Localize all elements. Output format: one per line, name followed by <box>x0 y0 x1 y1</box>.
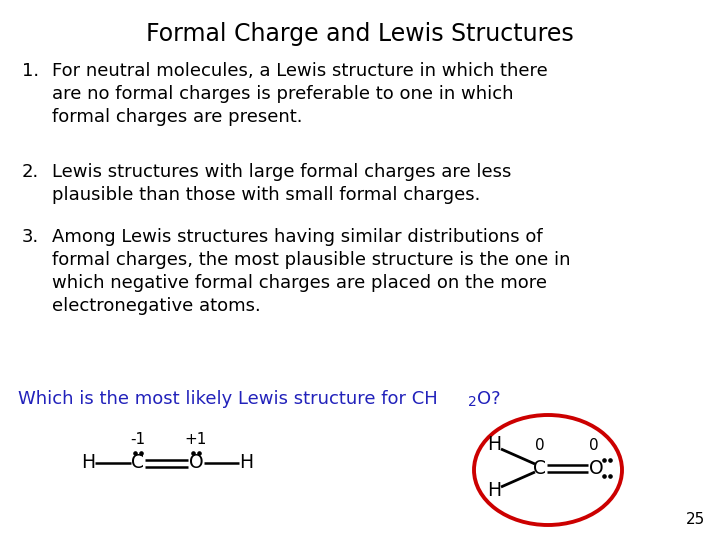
Text: O: O <box>589 458 603 477</box>
Text: 2: 2 <box>468 395 477 409</box>
Text: 3.: 3. <box>22 228 40 246</box>
Text: H: H <box>239 454 253 472</box>
Text: 0: 0 <box>589 438 599 454</box>
Text: Formal Charge and Lewis Structures: Formal Charge and Lewis Structures <box>146 22 574 46</box>
Text: Lewis structures with large formal charges are less
plausible than those with sm: Lewis structures with large formal charg… <box>52 163 511 204</box>
Text: O?: O? <box>477 390 500 408</box>
Text: 1.: 1. <box>22 62 39 80</box>
Text: 0: 0 <box>535 438 545 454</box>
Text: C: C <box>132 454 145 472</box>
Text: Among Lewis structures having similar distributions of
formal charges, the most : Among Lewis structures having similar di… <box>52 228 570 315</box>
Text: -1: -1 <box>130 431 145 447</box>
Text: O: O <box>189 454 203 472</box>
Text: +1: +1 <box>185 431 207 447</box>
Text: For neutral molecules, a Lewis structure in which there
are no formal charges is: For neutral molecules, a Lewis structure… <box>52 62 548 126</box>
Text: H: H <box>487 482 501 501</box>
Text: H: H <box>487 435 501 455</box>
Text: Which is the most likely Lewis structure for CH: Which is the most likely Lewis structure… <box>18 390 438 408</box>
Text: H: H <box>81 454 95 472</box>
Text: 25: 25 <box>685 512 705 527</box>
Text: C: C <box>534 458 546 477</box>
Text: 2.: 2. <box>22 163 40 181</box>
